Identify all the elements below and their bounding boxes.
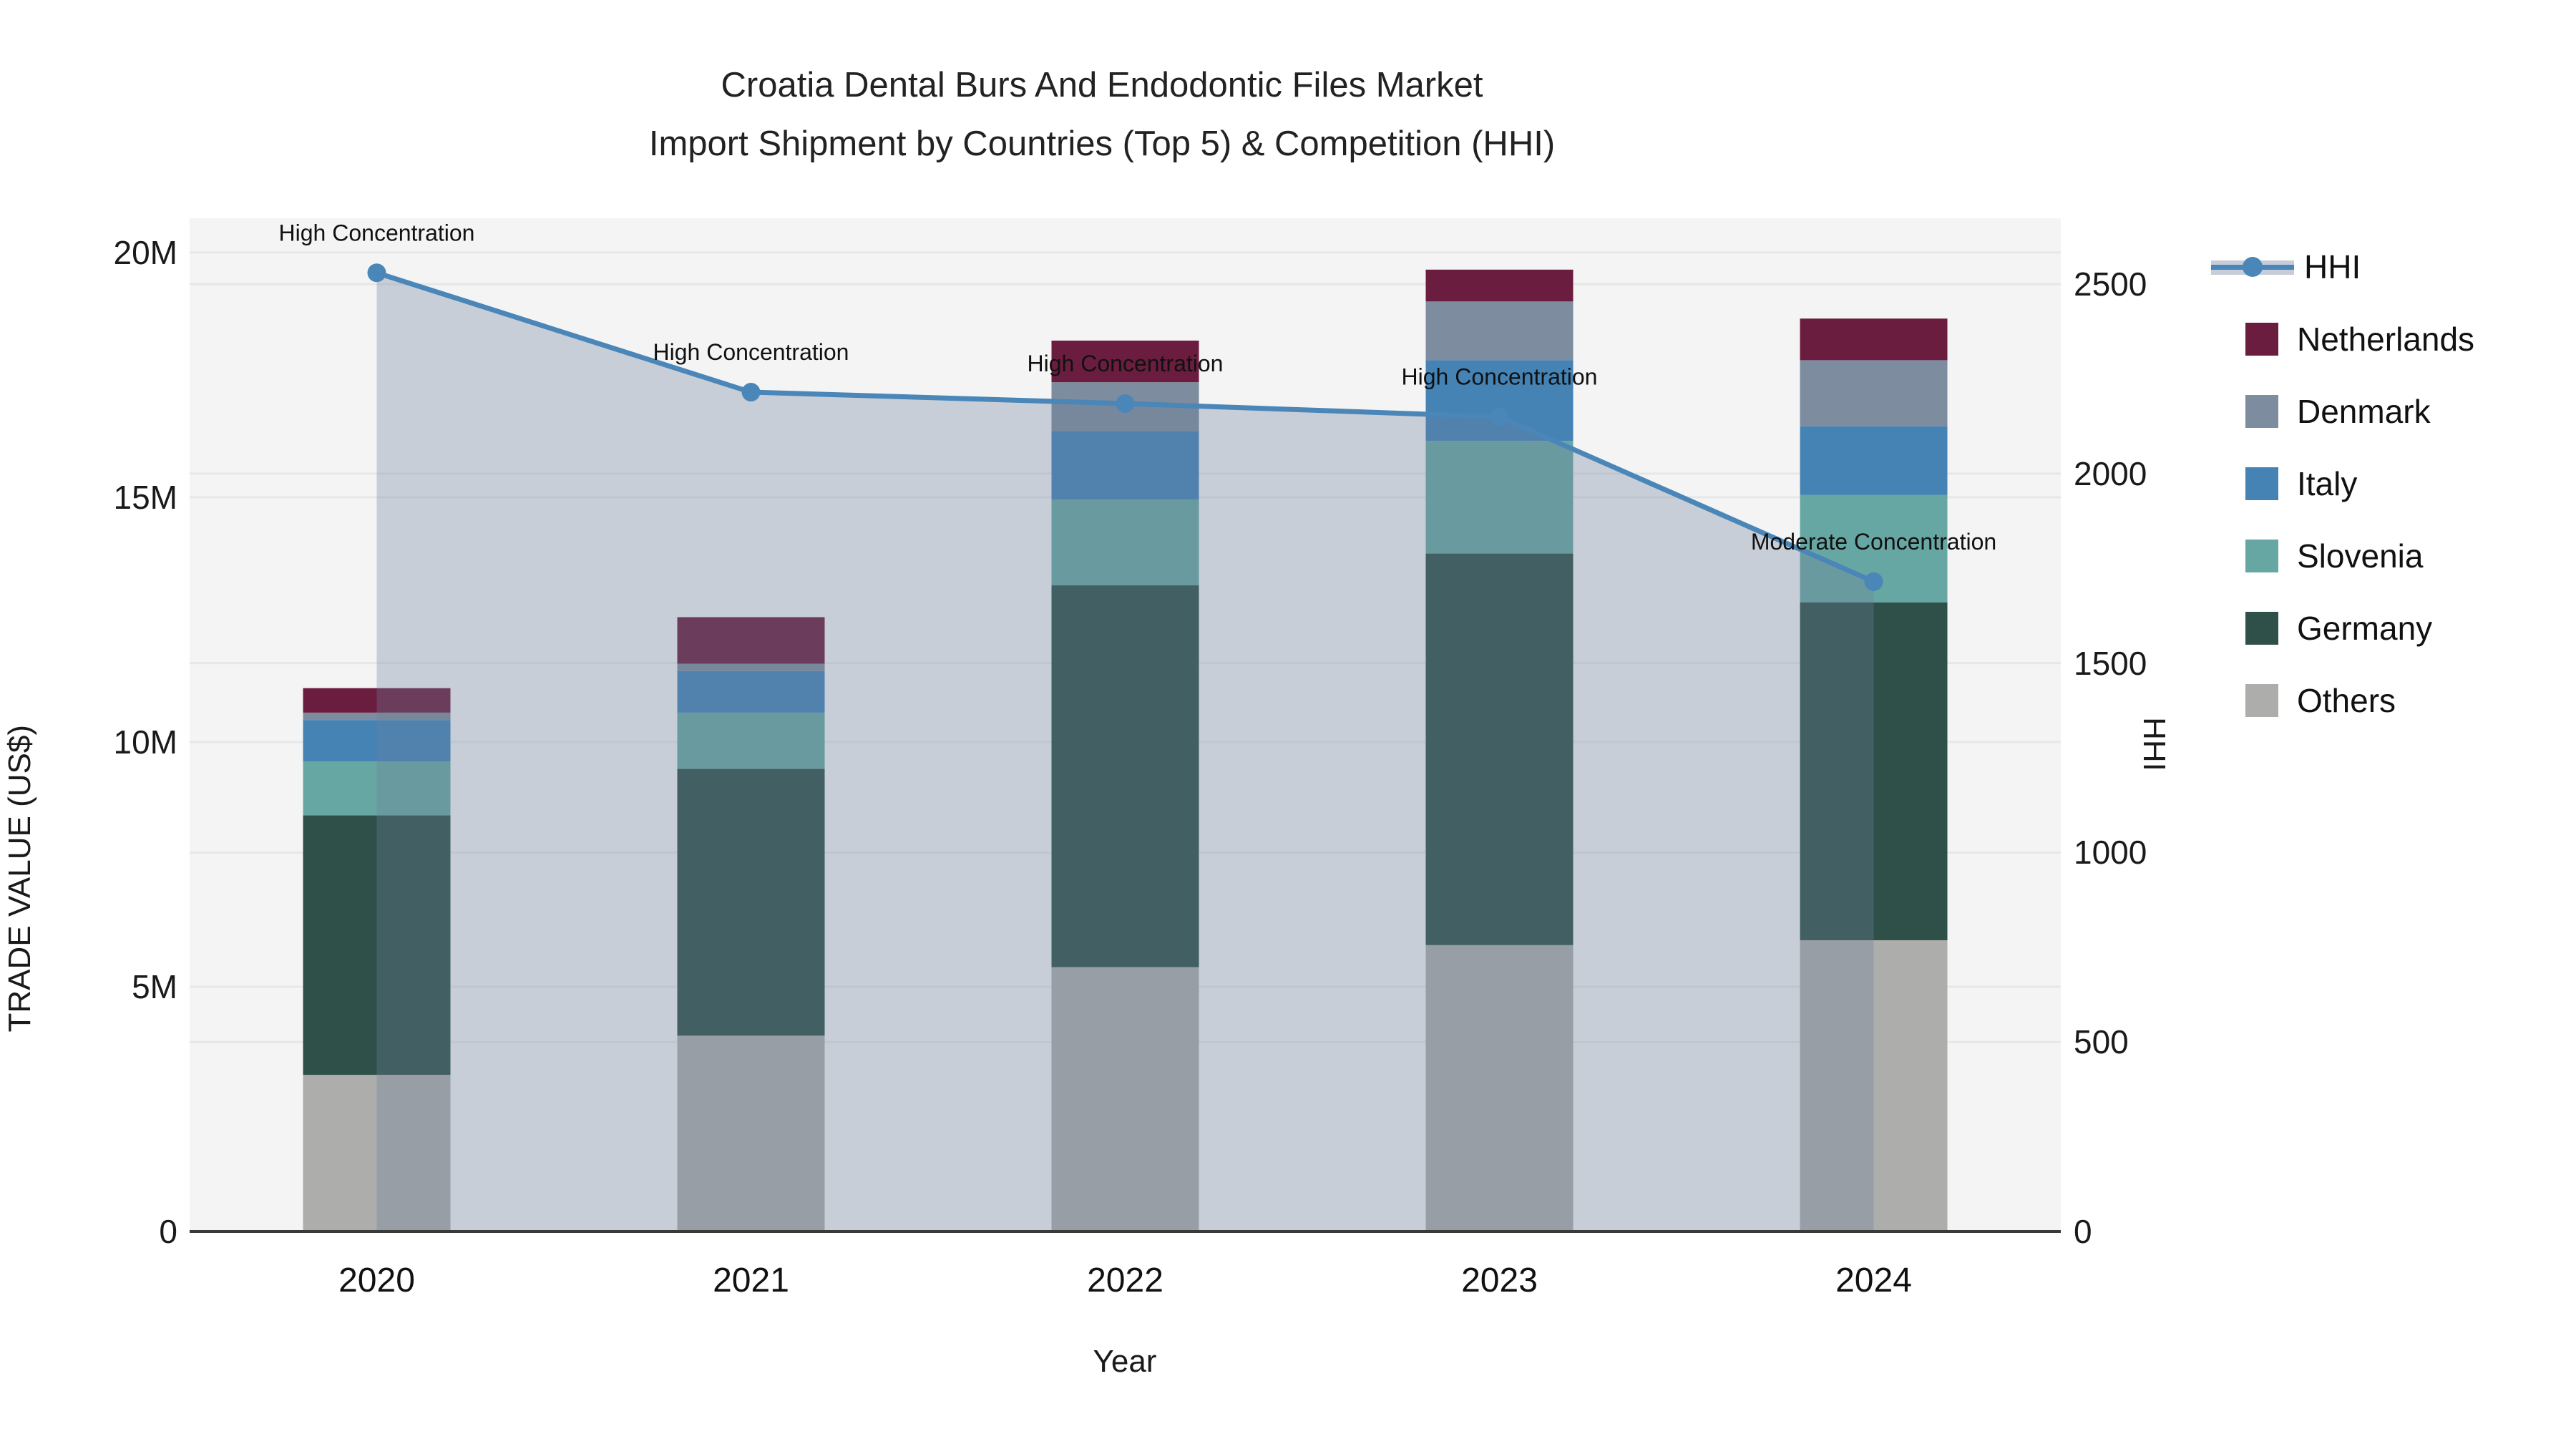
x-tick-2021: 2021 bbox=[713, 1262, 789, 1299]
bar-segment-germany-2020[interactable] bbox=[303, 815, 451, 1075]
bar-segment-denmark-2021[interactable] bbox=[677, 663, 825, 671]
legend-label-germany: Germany bbox=[2297, 609, 2433, 647]
y-left-tick-20M: 20M bbox=[113, 233, 177, 271]
legend-swatch-italy bbox=[2245, 467, 2278, 500]
legend-item-germany[interactable]: Germany bbox=[2245, 592, 2474, 664]
hhi-line-swatch-icon bbox=[2211, 253, 2294, 281]
bar-segment-netherlands-2021[interactable] bbox=[677, 617, 825, 664]
bar-segment-others-2022[interactable] bbox=[1051, 967, 1199, 1231]
bar-segment-denmark-2024[interactable] bbox=[1800, 360, 1948, 426]
legend-item-others[interactable]: Others bbox=[2245, 664, 2474, 736]
legend-swatch-others bbox=[2245, 683, 2278, 717]
bar-segment-others-2024[interactable] bbox=[1800, 940, 1948, 1231]
bar-segment-slovenia-2021[interactable] bbox=[677, 712, 825, 769]
y-left-tick-5M: 5M bbox=[132, 967, 177, 1005]
y-right-tick-1000: 1000 bbox=[2074, 834, 2147, 872]
hhi-area-fill bbox=[376, 273, 1874, 1232]
legend-label-others: Others bbox=[2297, 681, 2396, 719]
bar-segment-italy-2022[interactable] bbox=[1051, 431, 1199, 500]
legend-label-hhi: HHI bbox=[2304, 248, 2361, 286]
bar-segment-denmark-2020[interactable] bbox=[303, 712, 451, 721]
y-right-axis-title: HHI bbox=[2137, 717, 2172, 771]
bar-segment-italy-2024[interactable] bbox=[1800, 426, 1948, 495]
legend-item-slovenia[interactable]: Slovenia bbox=[2245, 519, 2474, 592]
bar-segment-germany-2024[interactable] bbox=[1800, 602, 1948, 940]
legend-item-italy[interactable]: Italy bbox=[2245, 447, 2474, 519]
bar-segment-slovenia-2023[interactable] bbox=[1425, 441, 1574, 554]
legend-item-netherlands[interactable]: Netherlands bbox=[2245, 303, 2474, 375]
y-right-tick-0: 0 bbox=[2074, 1213, 2092, 1250]
x-axis-title: Year bbox=[1093, 1344, 1157, 1379]
legend-label-denmark: Denmark bbox=[2297, 392, 2431, 430]
bar-segment-netherlands-2024[interactable] bbox=[1800, 318, 1948, 361]
bar-segment-slovenia-2022[interactable] bbox=[1051, 499, 1199, 586]
bar-segment-netherlands-2020[interactable] bbox=[303, 688, 451, 713]
bar-segment-germany-2022[interactable] bbox=[1051, 585, 1199, 967]
y-right-tick-500: 500 bbox=[2074, 1023, 2129, 1061]
annotation-2023: High Concentration bbox=[1402, 364, 1598, 389]
annotation-2022: High Concentration bbox=[1028, 351, 1224, 376]
bar-segment-netherlands-2022[interactable] bbox=[1051, 341, 1199, 383]
annotation-2021: High Concentration bbox=[653, 339, 849, 365]
annotation-2020: High Concentration bbox=[279, 220, 475, 245]
bar-segment-italy-2023[interactable] bbox=[1425, 360, 1574, 441]
bar-segment-italy-2021[interactable] bbox=[677, 670, 825, 713]
legend-label-slovenia: Slovenia bbox=[2297, 537, 2424, 575]
bar-segment-others-2023[interactable] bbox=[1425, 945, 1574, 1231]
hhi-marker-2024[interactable] bbox=[1864, 572, 1883, 591]
y-right-tick-2500: 2500 bbox=[2074, 265, 2147, 303]
y-left-axis-title: TRADE VALUE (US$) bbox=[2, 725, 37, 1033]
chart-title-line1: Croatia Dental Burs And Endodontic Files… bbox=[721, 66, 1483, 104]
legend-swatch-germany bbox=[2245, 611, 2278, 645]
hhi-marker-swatch bbox=[2243, 256, 2263, 277]
hhi-marker-2021[interactable] bbox=[741, 383, 761, 402]
legend-item-hhi[interactable]: HHI bbox=[2211, 230, 2474, 303]
legend-label-netherlands: Netherlands bbox=[2297, 320, 2475, 358]
chart-title-line2: Import Shipment by Countries (Top 5) & C… bbox=[648, 125, 1556, 163]
hhi-marker-2023[interactable] bbox=[1490, 407, 1509, 426]
legend: HHI Netherlands Denmark Italy Slovenia German… bbox=[2211, 230, 2474, 736]
bar-segment-italy-2020[interactable] bbox=[303, 720, 451, 762]
bar-segment-others-2020[interactable] bbox=[303, 1075, 451, 1231]
x-tick-2020: 2020 bbox=[338, 1262, 415, 1299]
x-tick-2024: 2024 bbox=[1835, 1262, 1912, 1299]
bar-segment-netherlands-2023[interactable] bbox=[1425, 269, 1574, 302]
hhi-marker-2022[interactable] bbox=[1116, 394, 1135, 413]
y-left-tick-10M: 10M bbox=[113, 723, 177, 761]
x-tick-2023: 2023 bbox=[1461, 1262, 1538, 1299]
legend-swatch-slovenia bbox=[2245, 539, 2278, 572]
x-tick-2022: 2022 bbox=[1087, 1262, 1163, 1299]
y-left-tick-0: 0 bbox=[159, 1213, 177, 1250]
bar-segment-others-2021[interactable] bbox=[677, 1035, 825, 1231]
bar-segment-germany-2023[interactable] bbox=[1425, 553, 1574, 945]
legend-swatch-denmark bbox=[2245, 394, 2278, 428]
bar-segment-denmark-2023[interactable] bbox=[1425, 301, 1574, 361]
hhi-marker-2020[interactable] bbox=[367, 263, 386, 283]
annotation-2024: Moderate Concentration bbox=[1751, 529, 1996, 555]
y-right-tick-1500: 1500 bbox=[2074, 644, 2147, 682]
legend-swatch-netherlands bbox=[2245, 322, 2278, 356]
legend-label-italy: Italy bbox=[2297, 464, 2358, 502]
bar-segment-slovenia-2020[interactable] bbox=[303, 761, 451, 816]
y-right-tick-2000: 2000 bbox=[2074, 454, 2147, 492]
y-left-tick-15M: 15M bbox=[113, 478, 177, 516]
bar-segment-germany-2021[interactable] bbox=[677, 769, 825, 1036]
legend-item-denmark[interactable]: Denmark bbox=[2245, 375, 2474, 447]
